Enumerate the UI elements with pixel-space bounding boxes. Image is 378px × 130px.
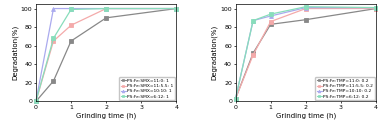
Legend: PS:Fe:SMX=11:0: 1, PS:Fe:SMX=11:5.5: 1, PS:Fe:SMX=10:10: 1, PS:Fe:SMX=6:12: 1: PS:Fe:SMX=11:0: 1, PS:Fe:SMX=11:5.5: 1, … [119,77,175,100]
Y-axis label: Degradation(%): Degradation(%) [211,25,218,80]
X-axis label: Grinding time (h): Grinding time (h) [276,113,336,119]
Y-axis label: Degradation(%): Degradation(%) [12,25,18,80]
X-axis label: Grinding time (h): Grinding time (h) [76,113,136,119]
Legend: PS:Fe:TMP=11:0: 0.2, PS:Fe:TMP=11:5.5: 0.2, PS:Fe:TMP=10:10: 0.2, PS:Fe:TMP=6:12: PS:Fe:TMP=11:0: 0.2, PS:Fe:TMP=11:5.5: 0… [315,77,375,100]
